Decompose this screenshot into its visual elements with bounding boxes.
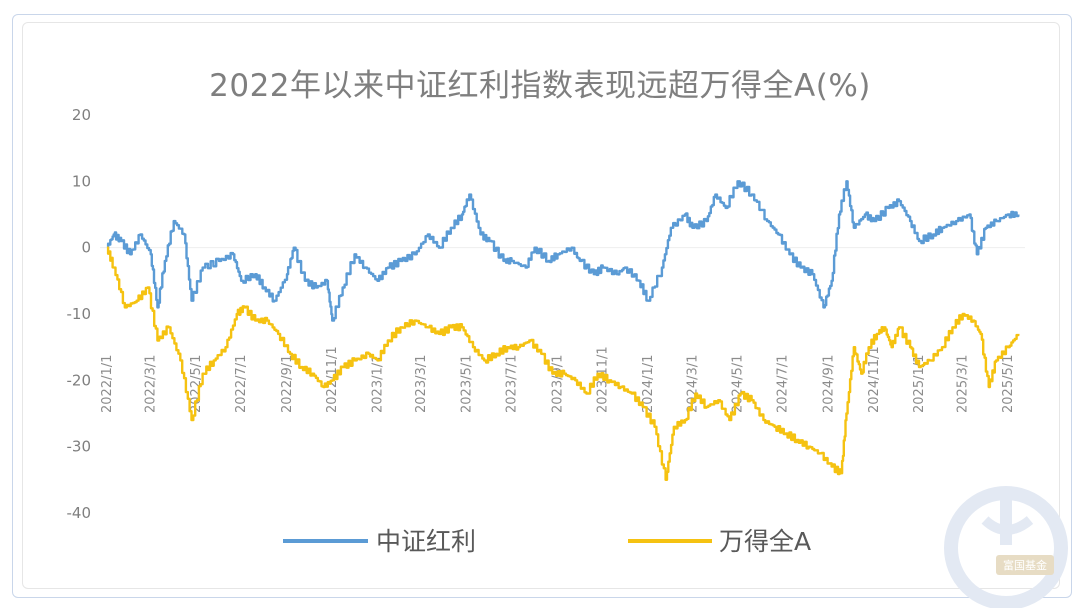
y-tick-label: -30 (67, 438, 92, 456)
legend: 中证红利 万得全A (283, 527, 811, 556)
watermark-logo: 富国基金 (944, 486, 1068, 608)
series-layer (106, 180, 1020, 481)
y-tick-label: 0 (81, 239, 91, 257)
x-tick-label: 2025/1/1 (912, 355, 927, 413)
y-axis: 20 10 0 -10 -20 -30 -40 (67, 106, 92, 522)
x-tick-label: 2023/5/1 (459, 355, 474, 413)
legend-label-zhongzheng: 中证红利 (376, 527, 476, 556)
legend-label-wande: 万得全A (719, 527, 811, 556)
y-tick-label: -40 (67, 504, 92, 522)
series-line-1 (106, 246, 1020, 481)
watermark-text: 富国基金 (1003, 558, 1047, 572)
x-tick-label: 2022/3/1 (144, 355, 159, 413)
x-tick-label: 2023/7/1 (505, 355, 520, 413)
chart-panel (22, 22, 1060, 589)
x-tick-label: 2023/1/1 (370, 355, 385, 413)
x-tick-label: 2022/9/1 (280, 355, 295, 413)
x-tick-label: 2025/3/1 (956, 355, 971, 413)
y-tick-label: -20 (67, 371, 92, 389)
x-tick-label: 2024/5/1 (730, 355, 745, 413)
x-tick-label: 2024/11/1 (867, 346, 882, 413)
x-tick-label: 2024/7/1 (776, 355, 791, 413)
x-tick-label: 2024/9/1 (822, 355, 837, 413)
x-tick-label: 2023/3/1 (414, 355, 429, 413)
y-tick-label: -10 (67, 305, 92, 323)
x-axis: 2022/1/1 2022/3/1 2022/5/1 2022/7/1 2022/9/1… (100, 346, 1016, 413)
y-tick-label: 10 (72, 172, 91, 190)
chart-title: 2022年以来中证红利指数表现远超万得全A(%) (209, 68, 871, 104)
x-tick-label: 2023/9/1 (550, 355, 565, 413)
series-line-0 (106, 180, 1020, 322)
x-tick-label: 2024/1/1 (641, 355, 656, 413)
x-tick-label: 2022/1/1 (100, 355, 115, 413)
x-tick-label: 2022/5/1 (189, 355, 204, 413)
x-tick-label: 2025/5/1 (1001, 355, 1016, 413)
y-tick-label: 20 (72, 106, 91, 124)
x-tick-label: 2022/7/1 (234, 355, 249, 413)
